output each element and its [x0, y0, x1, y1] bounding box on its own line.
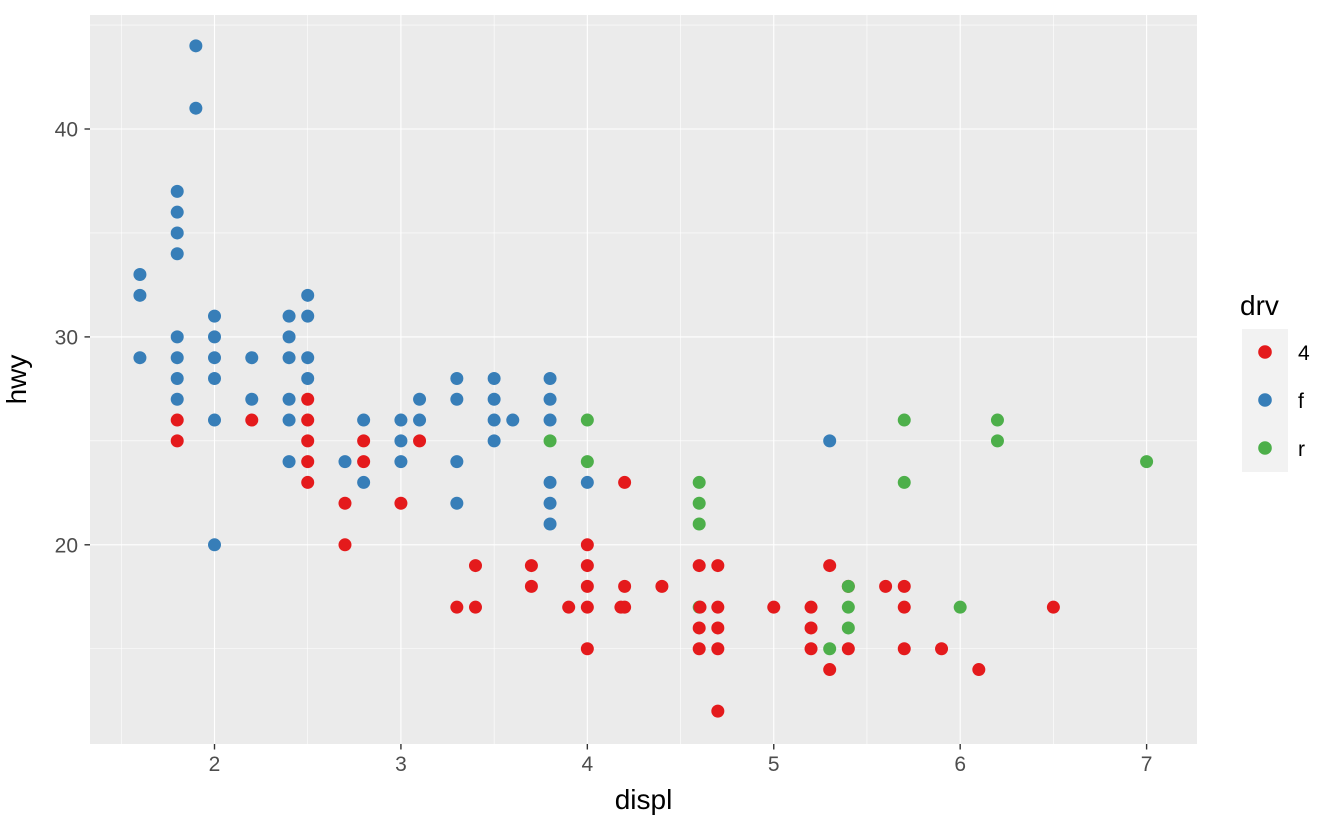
svg-text:hwy: hwy: [1, 355, 32, 405]
svg-text:4: 4: [1298, 342, 1310, 365]
svg-text:20: 20: [55, 534, 78, 557]
svg-text:2: 2: [209, 753, 221, 776]
svg-text:4: 4: [581, 753, 593, 776]
svg-text:7: 7: [1141, 753, 1153, 776]
svg-text:5: 5: [768, 753, 780, 776]
svg-text:3: 3: [395, 753, 407, 776]
svg-text:drv: drv: [1240, 290, 1279, 321]
svg-text:displ: displ: [615, 784, 673, 815]
svg-text:6: 6: [954, 753, 966, 776]
svg-text:r: r: [1298, 438, 1305, 461]
svg-text:40: 40: [55, 119, 78, 142]
svg-text:f: f: [1298, 390, 1304, 413]
svg-text:30: 30: [55, 326, 78, 349]
